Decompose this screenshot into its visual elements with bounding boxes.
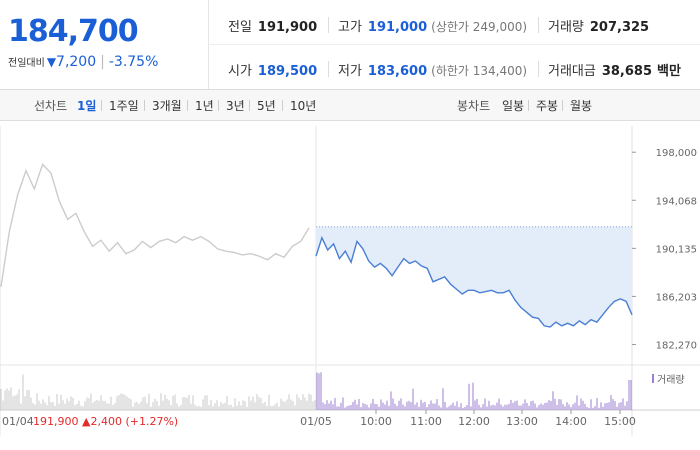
trade-value-label: 거래대금 <box>548 64 596 79</box>
change-label: 전일대비 <box>8 58 45 69</box>
divider <box>328 17 329 33</box>
down-arrow-icon: ▼ <box>46 55 57 69</box>
trade-value: 38,685 <box>601 64 653 79</box>
prev-day-series-line <box>0 163 310 287</box>
line-chart-heading: 선차트 <box>34 99 68 113</box>
price-change-row: 전일대비 ▼7,200 | -3.75% <box>8 54 158 70</box>
change-percent: -3.75% <box>108 54 159 70</box>
divider <box>528 100 529 111</box>
low-value: 183,600 <box>367 64 428 79</box>
tab-1year[interactable]: 1년 <box>195 99 214 113</box>
x-tick-label: 01/04 <box>2 415 34 428</box>
y-tick-label: 190,135 <box>656 244 697 255</box>
volume-legend-label: 거래량 <box>657 374 685 386</box>
open-info: 시가 189,500 <box>228 60 317 79</box>
divider <box>144 100 145 111</box>
prev-close-label: 전일 <box>228 20 252 35</box>
open-value: 189,500 <box>257 64 318 79</box>
y-tick-label: 182,270 <box>656 340 697 351</box>
divider <box>249 100 250 111</box>
volume-value: 207,325 <box>589 20 650 35</box>
volume-legend-swatch <box>652 374 654 383</box>
chart-period-tabs: 선차트 1일 1주일 3개월 1년 3년 5년 10년 봉차트 일봉 주봉 월봉 <box>0 89 700 121</box>
tab-monthly-candle[interactable]: 월봉 <box>570 99 593 113</box>
prev-day-change-value: 2,400 <box>90 415 125 428</box>
current-price-panel: 184,700 전일대비 ▼7,200 | -3.75% <box>0 0 209 89</box>
volume-label: 거래량 <box>548 20 584 35</box>
chart-labels: 198,000 194,068 190,135 186,203 182,270 01/04… <box>2 148 697 428</box>
quote-header: 184,700 전일대비 ▼7,200 | -3.75% 전일 191,900 고가 19… <box>0 0 700 90</box>
tab-weekly-candle[interactable]: 주봉 <box>536 99 559 113</box>
prev-close-info: 전일 191,900 <box>228 16 317 35</box>
divider <box>208 44 700 45</box>
upper-limit: (상한가 249,000) <box>431 20 528 34</box>
divider <box>328 61 329 77</box>
tab-3years[interactable]: 3년 <box>226 99 245 113</box>
current-price: 184,700 <box>8 14 139 49</box>
high-value: 191,000 <box>367 20 428 35</box>
x-tick-label: 15:00 <box>604 415 636 428</box>
divider <box>538 61 539 77</box>
chart-marks <box>0 163 633 410</box>
lower-limit: (하한가 134,400) <box>431 64 528 78</box>
x-tick-label: 13:00 <box>506 415 538 428</box>
open-label: 시가 <box>228 64 252 79</box>
today-series-line <box>315 235 633 328</box>
divider <box>538 17 539 33</box>
trade-value-unit: 백만 <box>657 64 681 79</box>
high-label: 고가 <box>338 20 362 35</box>
separator: | <box>100 54 105 70</box>
change-value: 7,200 <box>56 54 97 70</box>
x-tick-label: 11:00 <box>410 415 442 428</box>
prev-day-change-percent: (+1.27%) <box>125 415 178 428</box>
y-tick-label: 194,068 <box>656 196 697 207</box>
x-tick-label: 10:00 <box>360 415 392 428</box>
divider <box>282 100 283 111</box>
tab-1week[interactable]: 1주일 <box>109 99 139 113</box>
y-tick-label: 186,203 <box>656 292 697 303</box>
tab-1day[interactable]: 1일 <box>77 99 97 113</box>
divider <box>562 100 563 111</box>
x-tick-label: 12:00 <box>458 415 490 428</box>
prev-close-value: 191,900 <box>257 20 318 35</box>
divider <box>101 100 102 111</box>
low-info: 저가 183,600 (하한가 134,400) <box>338 60 527 79</box>
low-label: 저가 <box>338 64 362 79</box>
up-arrow-icon: ▲ <box>82 415 91 428</box>
y-tick-label: 198,000 <box>656 148 697 159</box>
tab-daily-candle[interactable]: 일봉 <box>502 99 525 113</box>
tab-5years[interactable]: 5년 <box>257 99 276 113</box>
prev-day-close-value: 191,900 <box>33 415 82 428</box>
divider <box>187 100 188 111</box>
divider <box>218 100 219 111</box>
high-info: 고가 191,000 (상한가 249,000) <box>338 16 527 35</box>
x-tick-label: 14:00 <box>555 415 587 428</box>
today-area-fill <box>316 226 632 327</box>
tab-10years[interactable]: 10년 <box>290 99 317 113</box>
tab-3months[interactable]: 3개월 <box>152 99 182 113</box>
candle-chart-heading: 봉차트 <box>457 99 491 113</box>
volume-info: 거래량 207,325 <box>548 16 649 35</box>
x-tick-label: 01/05 <box>300 415 332 428</box>
prev-day-summary: 191,900 ▲2,400 (+1.27%) <box>33 415 178 428</box>
trade-value-info: 거래대금 38,685 백만 <box>548 60 681 79</box>
